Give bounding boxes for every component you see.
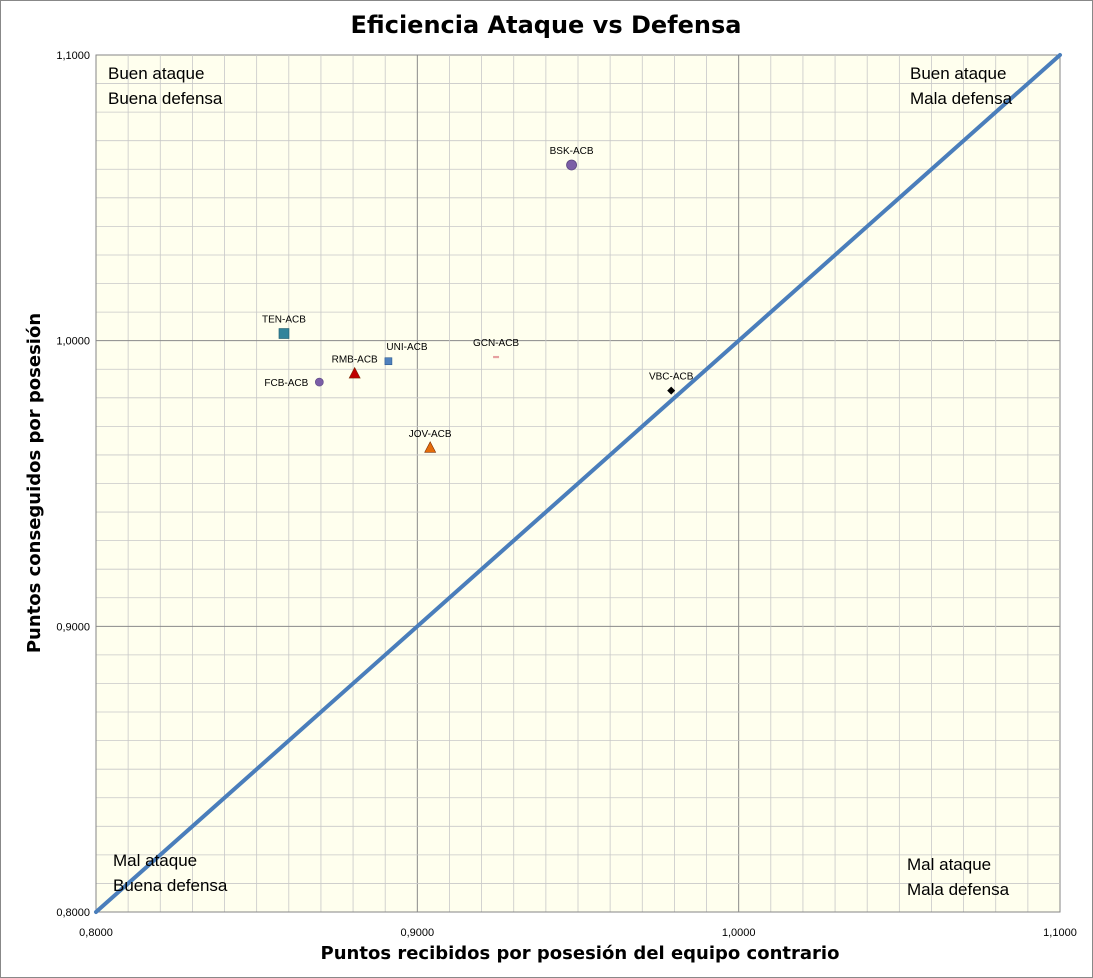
point-marker-bsk-acb bbox=[566, 159, 577, 171]
x-tick-label: 0,9000 bbox=[401, 927, 435, 939]
data-point: RMB-ACB bbox=[332, 355, 378, 379]
data-point: TEN-ACB bbox=[262, 315, 306, 339]
quadrant-label-top-left: Buen ataque bbox=[108, 64, 204, 83]
point-label: TEN-ACB bbox=[262, 315, 306, 326]
point-label: UNI-ACB bbox=[386, 342, 427, 353]
x-tick-label: 0,8000 bbox=[79, 927, 113, 939]
quadrant-label-top-left: Buena defensa bbox=[108, 89, 223, 108]
x-tick-label: 1,1000 bbox=[1043, 927, 1077, 939]
x-tick-label: 1,0000 bbox=[722, 927, 756, 939]
point-marker-vbc-acb bbox=[667, 386, 676, 395]
point-label: FCB-ACB bbox=[264, 378, 308, 389]
point-marker-fcb-acb bbox=[315, 377, 324, 387]
point-label: VBC-ACB bbox=[649, 372, 694, 383]
quadrant-label-top-right: Mala defensa bbox=[910, 89, 1013, 108]
quadrant-label-bottom-left: Mal ataque bbox=[113, 851, 197, 870]
quadrant-label-bottom-right: Mala defensa bbox=[907, 880, 1010, 899]
chart-title: Eficiencia Ataque vs Defensa bbox=[351, 11, 742, 39]
point-label: RMB-ACB bbox=[332, 355, 378, 366]
data-point: UNI-ACB bbox=[384, 342, 428, 366]
point-label: GCN-ACB bbox=[473, 338, 519, 349]
point-marker-gcn-acb bbox=[493, 355, 500, 359]
x-axis-label: Puntos recibidos por posesión del equipo… bbox=[321, 943, 840, 964]
data-point: JOV-ACB bbox=[409, 429, 452, 453]
quadrant-label-bottom-left: Buena defensa bbox=[113, 876, 228, 895]
point-marker-rmb-acb bbox=[348, 366, 361, 379]
point-label: JOV-ACB bbox=[409, 429, 452, 440]
point-marker-jov-acb bbox=[424, 441, 437, 453]
y-tick-label: 1,0000 bbox=[56, 336, 90, 348]
quadrant-label-bottom-right: Mal ataque bbox=[907, 855, 991, 874]
y-axis-label: Puntos conseguidos por posesión bbox=[24, 313, 45, 653]
y-tick-label: 0,9000 bbox=[56, 621, 90, 633]
data-point: GCN-ACB bbox=[473, 338, 519, 359]
data-point: VBC-ACB bbox=[649, 372, 694, 395]
point-marker-uni-acb bbox=[384, 357, 393, 366]
point-marker-ten-acb bbox=[278, 328, 290, 339]
data-point: FCB-ACB bbox=[264, 377, 324, 389]
diagonal-reference-line bbox=[94, 53, 1062, 914]
quadrant-label-top-right: Buen ataque bbox=[910, 64, 1006, 83]
y-tick-label: 0,8000 bbox=[56, 907, 90, 919]
data-point: BSK-ACB bbox=[550, 146, 594, 171]
point-label: BSK-ACB bbox=[550, 146, 594, 157]
y-tick-label: 1,1000 bbox=[56, 50, 90, 62]
